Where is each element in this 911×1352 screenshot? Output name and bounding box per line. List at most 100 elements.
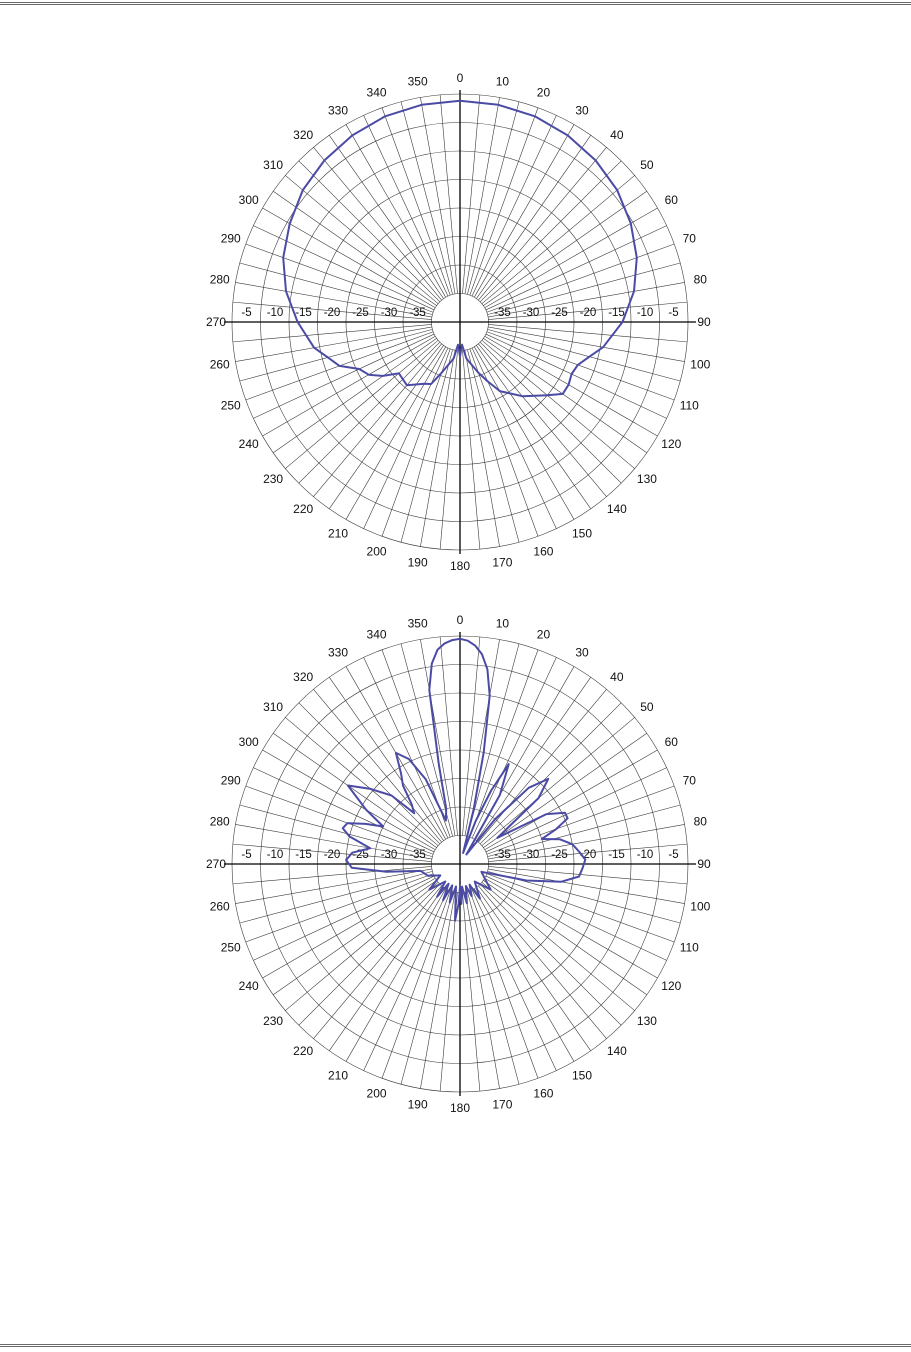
spoke-line <box>484 335 658 437</box>
spoke-line <box>476 135 592 299</box>
angle-tick-label: 220 <box>293 502 313 516</box>
db-tick-label: -25 <box>352 307 369 319</box>
spoke-line <box>484 207 658 309</box>
spoke-line <box>484 877 658 979</box>
db-tick-label: -10 <box>637 307 654 319</box>
spoke-line <box>486 331 675 401</box>
spoke-line <box>273 338 437 454</box>
spoke-line <box>485 225 667 311</box>
angle-tick-label: 240 <box>239 437 259 451</box>
angle-tick-label: 60 <box>665 735 679 749</box>
angle-tick-label: 0 <box>457 613 464 627</box>
spoke-line <box>485 767 667 853</box>
db-tick-label: -25 <box>551 849 568 861</box>
angle-tick-label: 80 <box>694 273 708 287</box>
spoke-line <box>486 243 675 313</box>
spoke-line <box>488 843 688 862</box>
spoke-line <box>253 875 435 961</box>
angle-tick-label: 340 <box>367 628 387 642</box>
angle-tick-label: 300 <box>239 193 259 207</box>
angle-tick-label: 200 <box>367 1086 387 1100</box>
angle-tick-label: 210 <box>328 1068 348 1082</box>
angle-tick-label: 80 <box>694 815 708 829</box>
spoke-line <box>245 873 434 943</box>
spoke-line <box>363 115 449 297</box>
polar-chart-1: 0 10 20 30 40 50 60 70 80 90 100 110 120 130 140 150 160… <box>206 71 711 573</box>
angle-tick-label: 290 <box>221 232 241 246</box>
spoke-line <box>345 346 447 520</box>
angle-tick-label: 0 <box>457 71 464 85</box>
angle-tick-label: 230 <box>263 472 283 486</box>
angle-tick-label: 20 <box>537 628 551 642</box>
spoke-line <box>481 175 635 304</box>
spoke-line <box>464 350 500 547</box>
angle-tick-label: 310 <box>263 700 283 714</box>
spoke-line <box>488 301 688 320</box>
db-tick-label: -5 <box>668 849 678 861</box>
angle-tick-label: 110 <box>680 398 699 412</box>
spoke-line <box>262 335 436 437</box>
spoke-line <box>420 97 456 294</box>
spoke-line <box>345 888 447 1062</box>
angle-tick-label: 280 <box>210 815 230 829</box>
angle-tick-label: 120 <box>661 979 681 993</box>
spoke-line <box>235 326 432 362</box>
spoke-line <box>488 866 688 885</box>
db-tick-label: -15 <box>608 849 625 861</box>
radiation-pattern-trace <box>282 99 638 398</box>
spoke-line <box>232 324 432 343</box>
spoke-line <box>253 333 435 419</box>
angle-tick-label: 70 <box>683 774 697 788</box>
spoke-line <box>485 333 667 419</box>
spoke-line <box>478 885 607 1039</box>
angle-tick-label: 320 <box>293 670 313 684</box>
spoke-line <box>483 190 647 306</box>
angle-tick-label: 20 <box>537 86 551 100</box>
spoke-line <box>285 175 439 304</box>
angle-tick-label: 270 <box>206 857 226 871</box>
spoke-line <box>239 262 433 315</box>
spoke-line <box>481 717 635 846</box>
spoke-line <box>478 147 607 301</box>
spoke-line <box>484 749 658 851</box>
db-tick-label: -30 <box>381 849 398 861</box>
footer-rule <box>0 1344 911 1347</box>
spoke-line <box>235 824 432 860</box>
spoke-line <box>467 101 520 295</box>
spoke-line <box>345 124 447 298</box>
spoke-line <box>313 885 442 1039</box>
spoke-line <box>467 891 520 1085</box>
spoke-line <box>486 785 675 855</box>
angle-tick-label: 270 <box>206 315 226 329</box>
angle-tick-label: 30 <box>575 104 589 118</box>
spoke-line <box>488 326 685 362</box>
angle-tick-label: 10 <box>496 75 510 89</box>
spoke-line <box>473 346 575 520</box>
angle-tick-label: 170 <box>492 555 512 569</box>
spoke-line <box>483 880 647 996</box>
spoke-line <box>462 94 481 294</box>
db-tick-label: -15 <box>295 849 312 861</box>
angle-tick-label: 290 <box>221 774 241 788</box>
spoke-line <box>262 207 436 309</box>
angle-tick-label: 130 <box>637 472 657 486</box>
spoke-line <box>420 892 456 1089</box>
angle-tick-label: 10 <box>496 617 510 631</box>
spoke-line <box>462 636 481 836</box>
angle-tick-label: 250 <box>221 398 241 412</box>
angle-tick-label: 90 <box>697 315 711 329</box>
db-tick-label: -20 <box>580 307 597 319</box>
angle-tick-label: 170 <box>492 1097 512 1111</box>
db-tick-label: -30 <box>523 849 540 861</box>
angle-tick-label: 190 <box>408 1097 428 1111</box>
angle-tick-label: 330 <box>328 104 348 118</box>
spoke-line <box>469 649 539 838</box>
spoke-line <box>253 225 435 311</box>
db-tick-label: -15 <box>608 307 625 319</box>
angle-tick-label: 50 <box>640 700 654 714</box>
angle-tick-label: 350 <box>408 617 428 631</box>
angle-tick-label: 250 <box>221 940 241 954</box>
angle-tick-label: 310 <box>263 158 283 172</box>
spoke-line <box>245 785 434 855</box>
spoke-line <box>462 350 481 550</box>
